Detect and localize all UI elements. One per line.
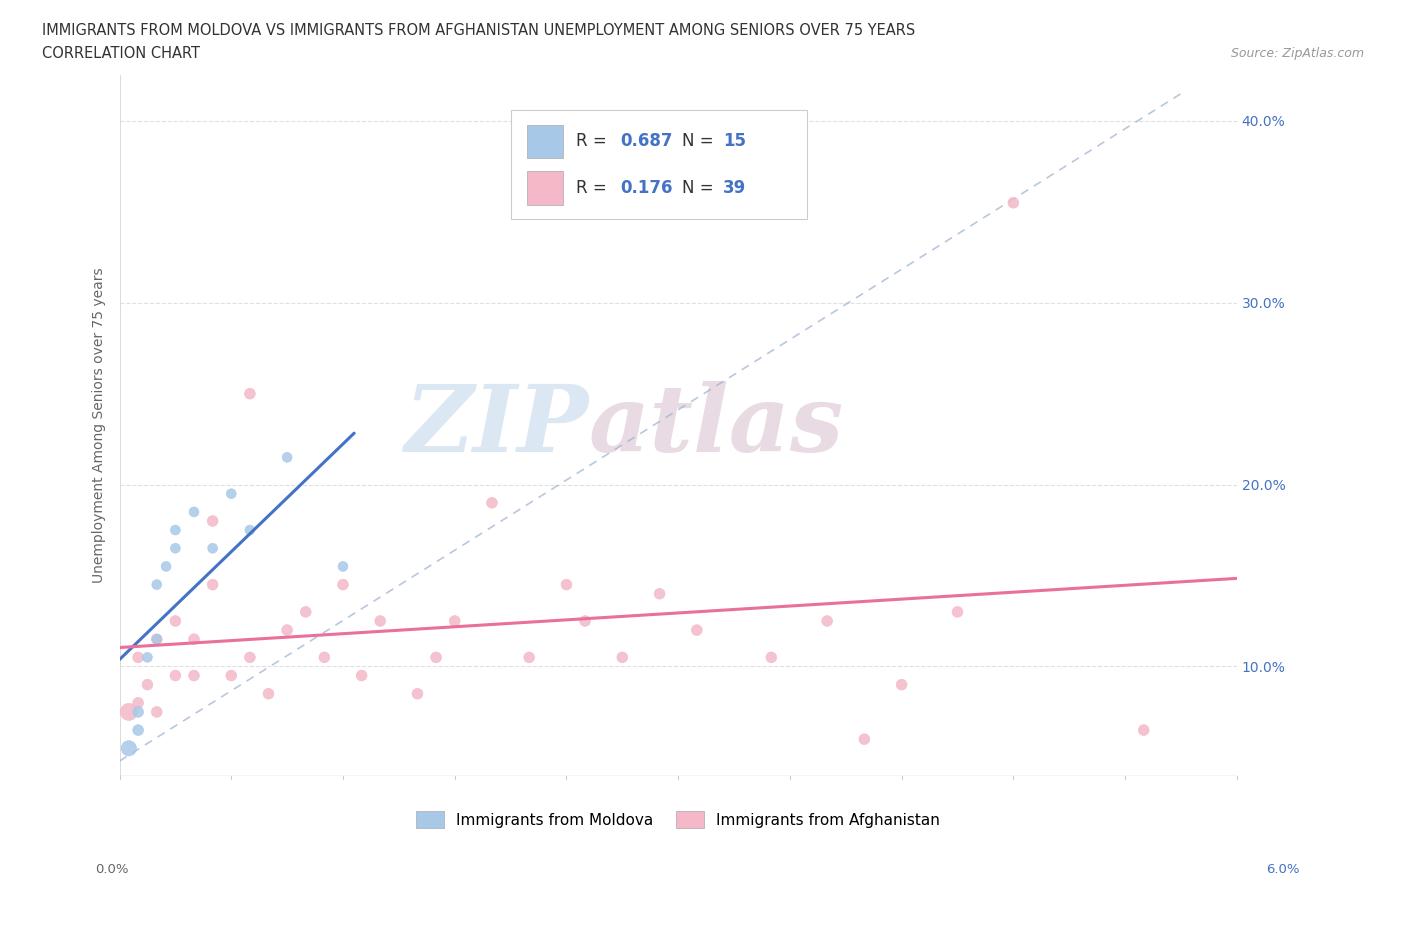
Text: atlas: atlas [589, 380, 844, 471]
Point [481, 496, 503, 511]
Text: 0.0%: 0.0% [96, 863, 129, 876]
Point [239, 650, 262, 665]
Point [276, 450, 298, 465]
Text: N =: N = [682, 132, 713, 151]
Text: 0.687: 0.687 [620, 132, 672, 151]
Legend: Immigrants from Moldova, Immigrants from Afghanistan: Immigrants from Moldova, Immigrants from… [411, 804, 946, 834]
Point [815, 614, 838, 629]
Point [406, 686, 429, 701]
Point [165, 668, 187, 683]
Point [145, 578, 167, 592]
Point [555, 578, 578, 592]
Text: Source: ZipAtlas.com: Source: ZipAtlas.com [1230, 46, 1364, 60]
Point [118, 704, 141, 719]
Point [368, 614, 391, 629]
Point [314, 650, 336, 665]
Point [183, 631, 205, 646]
Text: 15: 15 [723, 132, 745, 151]
Point [155, 559, 177, 574]
Point [517, 650, 540, 665]
Text: CORRELATION CHART: CORRELATION CHART [42, 46, 200, 61]
Text: ZIP: ZIP [405, 380, 589, 471]
Point [165, 541, 187, 556]
Point [761, 650, 783, 665]
Point [165, 614, 187, 629]
Point [183, 668, 205, 683]
Point [219, 668, 242, 683]
Point [1002, 195, 1025, 210]
FancyBboxPatch shape [510, 111, 807, 219]
Point [1132, 723, 1154, 737]
Point [443, 614, 465, 629]
Point [332, 559, 354, 574]
Point [612, 650, 634, 665]
Point [853, 732, 876, 747]
Text: 0.176: 0.176 [620, 179, 672, 197]
Point [201, 578, 224, 592]
Point [648, 586, 671, 601]
Point [294, 604, 316, 619]
Text: N =: N = [682, 179, 713, 197]
Point [574, 614, 596, 629]
Text: IMMIGRANTS FROM MOLDOVA VS IMMIGRANTS FROM AFGHANISTAN UNEMPLOYMENT AMONG SENIOR: IMMIGRANTS FROM MOLDOVA VS IMMIGRANTS FR… [42, 23, 915, 38]
Point [425, 650, 447, 665]
Point [890, 677, 912, 692]
Text: R =: R = [576, 179, 607, 197]
Point [183, 504, 205, 519]
Point [118, 741, 141, 756]
Point [276, 623, 298, 638]
Point [350, 668, 373, 683]
Point [145, 704, 167, 719]
Point [946, 604, 969, 619]
Point [127, 704, 149, 719]
Text: 39: 39 [723, 179, 747, 197]
FancyBboxPatch shape [527, 125, 562, 158]
Point [332, 578, 354, 592]
Y-axis label: Unemployment Among Seniors over 75 years: Unemployment Among Seniors over 75 years [93, 268, 107, 583]
Point [127, 650, 149, 665]
Text: 6.0%: 6.0% [1265, 863, 1299, 876]
Point [219, 486, 242, 501]
FancyBboxPatch shape [527, 171, 562, 205]
Point [201, 513, 224, 528]
Point [136, 677, 159, 692]
Text: R =: R = [576, 132, 607, 151]
Point [201, 541, 224, 556]
Point [127, 723, 149, 737]
Point [136, 650, 159, 665]
Point [145, 631, 167, 646]
Point [686, 623, 709, 638]
Point [165, 523, 187, 538]
Point [127, 696, 149, 711]
Point [145, 631, 167, 646]
Point [239, 386, 262, 401]
Point [239, 523, 262, 538]
Point [257, 686, 280, 701]
